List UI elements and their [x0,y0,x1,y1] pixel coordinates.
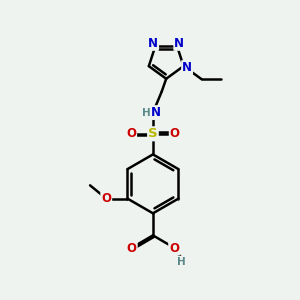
Text: N: N [151,106,161,119]
Text: H: H [142,108,151,118]
Text: H: H [177,256,186,267]
Text: O: O [126,127,136,140]
Text: O: O [127,242,137,255]
Text: N: N [148,37,158,50]
Text: O: O [169,242,179,254]
Text: N: N [182,61,192,74]
Text: O: O [101,192,111,205]
Text: O: O [170,127,180,140]
Text: N: N [174,37,184,50]
Text: S: S [148,127,158,140]
